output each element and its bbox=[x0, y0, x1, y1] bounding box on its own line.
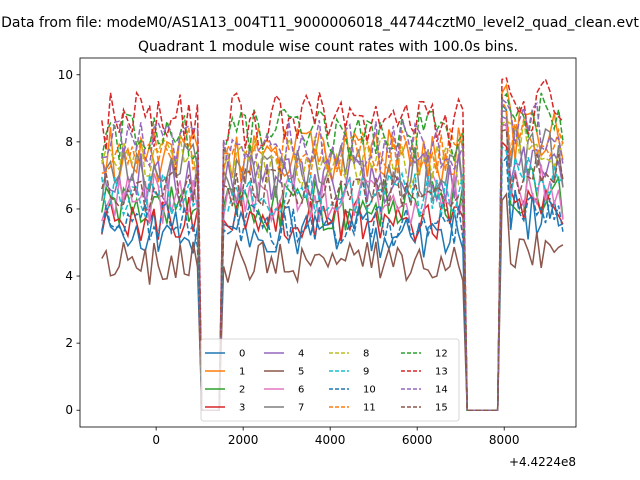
legend-label-12: 12 bbox=[435, 349, 448, 360]
legend-label-14: 14 bbox=[435, 385, 448, 396]
legend-label-15: 15 bbox=[435, 403, 448, 414]
legend-label-10: 10 bbox=[363, 385, 376, 396]
y-tick-label: 8 bbox=[65, 135, 73, 149]
series-line-15 bbox=[101, 128, 564, 411]
legend-label-5: 5 bbox=[298, 367, 304, 378]
legend-label-8: 8 bbox=[363, 349, 369, 360]
legend-label-11: 11 bbox=[363, 403, 376, 414]
legend-label-7: 7 bbox=[298, 403, 304, 414]
y-tick-label: 4 bbox=[65, 269, 73, 283]
x-tick-label: 4000 bbox=[315, 433, 346, 447]
x-tick-label: 0 bbox=[152, 433, 160, 447]
legend-label-2: 2 bbox=[239, 385, 245, 396]
x-tick-label: 6000 bbox=[402, 433, 433, 447]
y-tick-label: 0 bbox=[65, 403, 73, 417]
axes-frame bbox=[79, 57, 577, 428]
y-tick-label: 6 bbox=[65, 202, 73, 216]
legend-label-4: 4 bbox=[298, 349, 304, 360]
legend-label-9: 9 bbox=[363, 367, 369, 378]
plot-area bbox=[101, 77, 564, 411]
legend-label-13: 13 bbox=[435, 367, 448, 378]
legend-label-6: 6 bbox=[298, 385, 304, 396]
x-offset-label: +4.4224e8 bbox=[509, 455, 576, 469]
figure-suptitle: Data from file: modeM0/AS1A13_004T11_900… bbox=[1, 15, 639, 31]
axes-title: Quadrant 1 module wise count rates with … bbox=[138, 39, 518, 55]
x-tick-label: 2000 bbox=[228, 433, 259, 447]
legend-label-0: 0 bbox=[239, 349, 245, 360]
legend-label-1: 1 bbox=[239, 367, 245, 378]
legend-label-3: 3 bbox=[239, 403, 245, 414]
x-tick-label: 8000 bbox=[489, 433, 520, 447]
y-tick-label: 10 bbox=[58, 68, 73, 82]
legend-box bbox=[200, 338, 460, 422]
y-tick-label: 2 bbox=[65, 336, 73, 350]
